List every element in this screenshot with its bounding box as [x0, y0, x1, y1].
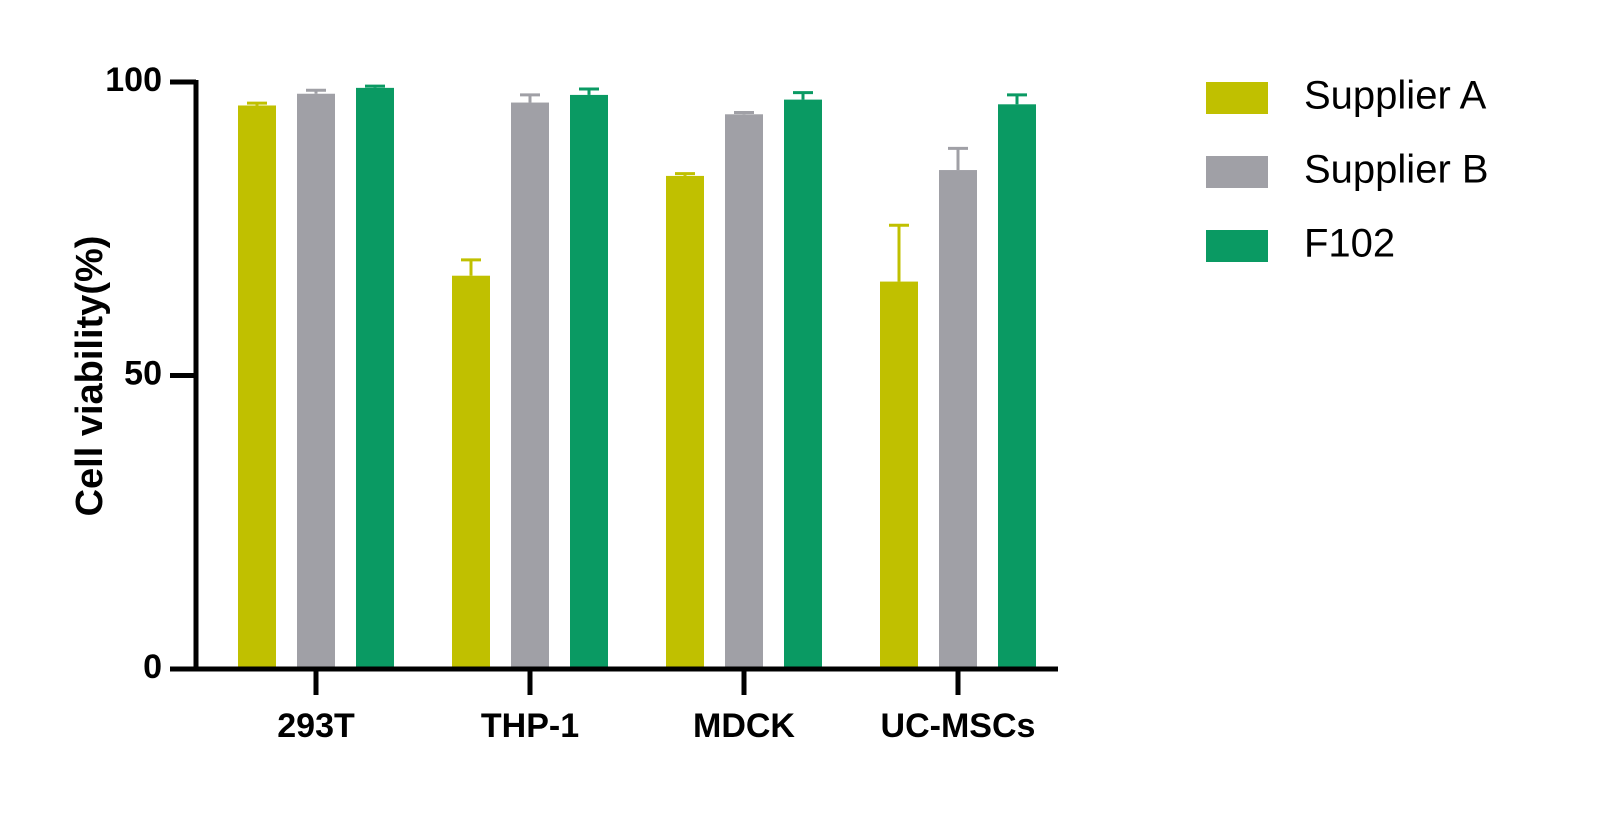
legend-swatch: [1206, 156, 1268, 188]
legend-label: Supplier A: [1304, 74, 1487, 118]
bar-supplier-b-mdck: [725, 114, 763, 669]
legend-swatch: [1206, 230, 1268, 262]
bar-supplier-b-thp-1: [511, 102, 549, 670]
bar-supplier-a-293t: [238, 105, 276, 670]
y-axis-title: Cell viability(%): [69, 236, 111, 517]
bar-f102-thp-1: [570, 94, 608, 669]
bar-supplier-a-uc-mscs: [880, 281, 918, 669]
legend-label: Supplier B: [1304, 148, 1489, 192]
bar-supplier-b-uc-mscs: [939, 170, 977, 670]
x-tick-label: MDCK: [693, 707, 795, 745]
x-tick-label: UC-MSCs: [881, 707, 1036, 745]
bar-f102-293t: [356, 87, 394, 670]
x-tick-label: THP-1: [481, 707, 579, 745]
legend-swatch: [1206, 82, 1268, 114]
y-tick-label: 50: [124, 354, 162, 392]
bar-supplier-b-293t: [297, 93, 335, 670]
x-tick-label: 293T: [277, 707, 355, 745]
bar-supplier-a-mdck: [666, 175, 704, 670]
bar-f102-uc-mscs: [998, 104, 1036, 669]
legend-label: F102: [1304, 222, 1395, 266]
y-tick-label: 100: [105, 61, 162, 99]
bar-f102-mdck: [784, 99, 822, 670]
bar-supplier-a-thp-1: [452, 275, 490, 669]
y-tick-label: 0: [143, 648, 162, 686]
